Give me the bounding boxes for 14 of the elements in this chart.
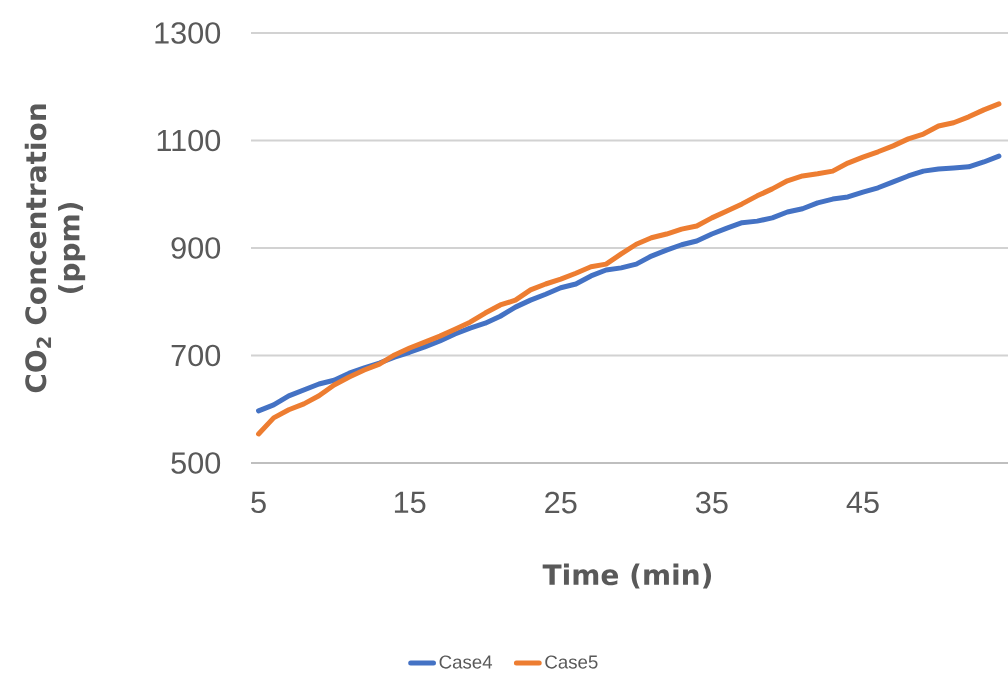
legend-label: Case4 [439,655,493,669]
x-tick-label: 15 [394,491,426,514]
x-tick-label: 35 [695,491,728,514]
x-tick-label: 5 [251,491,266,514]
y-tick-label: 500 [171,452,221,474]
x-tick-label: 25 [545,491,577,514]
x-axis-title: Time (min) [542,563,712,589]
y-tick-label: 1300 [155,22,221,44]
y-tick-label: 900 [171,237,221,259]
x-tick-label: 45 [846,491,879,514]
y-tick-label: 700 [171,344,221,367]
y-axis-title: CO$_{2}$ Concentration (ppm) [24,104,86,393]
y-tick-label: 1100 [157,129,221,152]
legend-label: Case5 [545,655,598,669]
